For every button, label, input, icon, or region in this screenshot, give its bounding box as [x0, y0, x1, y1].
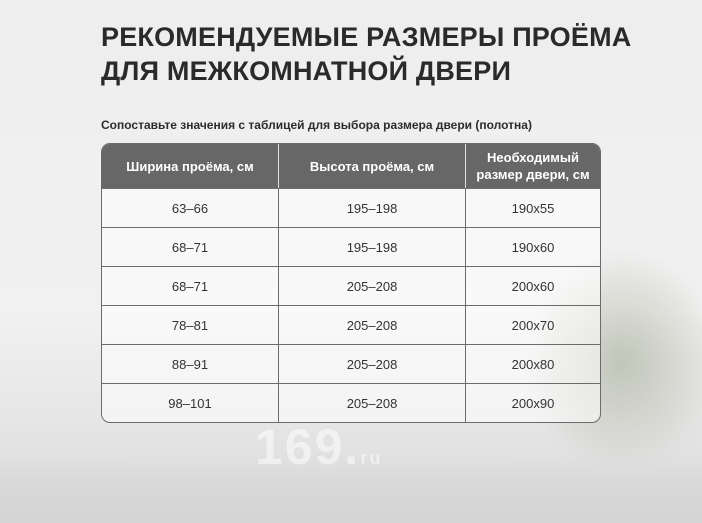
watermark-logo: 169.ru: [255, 419, 383, 475]
cell-width: 78–81: [102, 305, 279, 344]
cell-width: 68–71: [102, 227, 279, 266]
cell-door-size: 200x60: [466, 266, 600, 305]
cell-height: 205–208: [279, 266, 466, 305]
cell-width: 63–66: [102, 188, 279, 227]
cell-width: 98–101: [102, 383, 279, 422]
table-row: 63–66 195–198 190x55: [102, 188, 600, 227]
cell-door-size: 200x90: [466, 383, 600, 422]
header-height: Высота проёма, см: [279, 144, 466, 188]
table-row: 98–101 205–208 200x90: [102, 383, 600, 422]
table-header-row: Ширина проёма, см Высота проёма, см Необ…: [102, 144, 600, 188]
header-door-size: Необходимый размер двери, см: [466, 144, 600, 188]
cell-height: 195–198: [279, 188, 466, 227]
table-row: 68–71 205–208 200x60: [102, 266, 600, 305]
cell-door-size: 200x80: [466, 344, 600, 383]
background-floor: [0, 453, 702, 523]
cell-door-size: 190x60: [466, 227, 600, 266]
cell-height: 205–208: [279, 383, 466, 422]
cell-height: 195–198: [279, 227, 466, 266]
table-row: 78–81 205–208 200x70: [102, 305, 600, 344]
size-table: Ширина проёма, см Высота проёма, см Необ…: [101, 143, 601, 423]
table-row: 88–91 205–208 200x80: [102, 344, 600, 383]
cell-height: 205–208: [279, 305, 466, 344]
table-row: 68–71 195–198 190x60: [102, 227, 600, 266]
title-line-1: РЕКОМЕНДУЕМЫЕ РАЗМЕРЫ ПРОЁМА: [101, 22, 632, 52]
cell-door-size: 190x55: [466, 188, 600, 227]
page-title: РЕКОМЕНДУЕМЫЕ РАЗМЕРЫ ПРОЁМА ДЛЯ МЕЖКОМН…: [101, 20, 632, 88]
header-width: Ширина проёма, см: [102, 144, 279, 188]
cell-height: 205–208: [279, 344, 466, 383]
title-line-2: ДЛЯ МЕЖКОМНАТНОЙ ДВЕРИ: [101, 56, 512, 86]
subtitle: Сопоставьте значения с таблицей для выбо…: [101, 118, 532, 132]
cell-door-size: 200x70: [466, 305, 600, 344]
cell-width: 88–91: [102, 344, 279, 383]
cell-width: 68–71: [102, 266, 279, 305]
